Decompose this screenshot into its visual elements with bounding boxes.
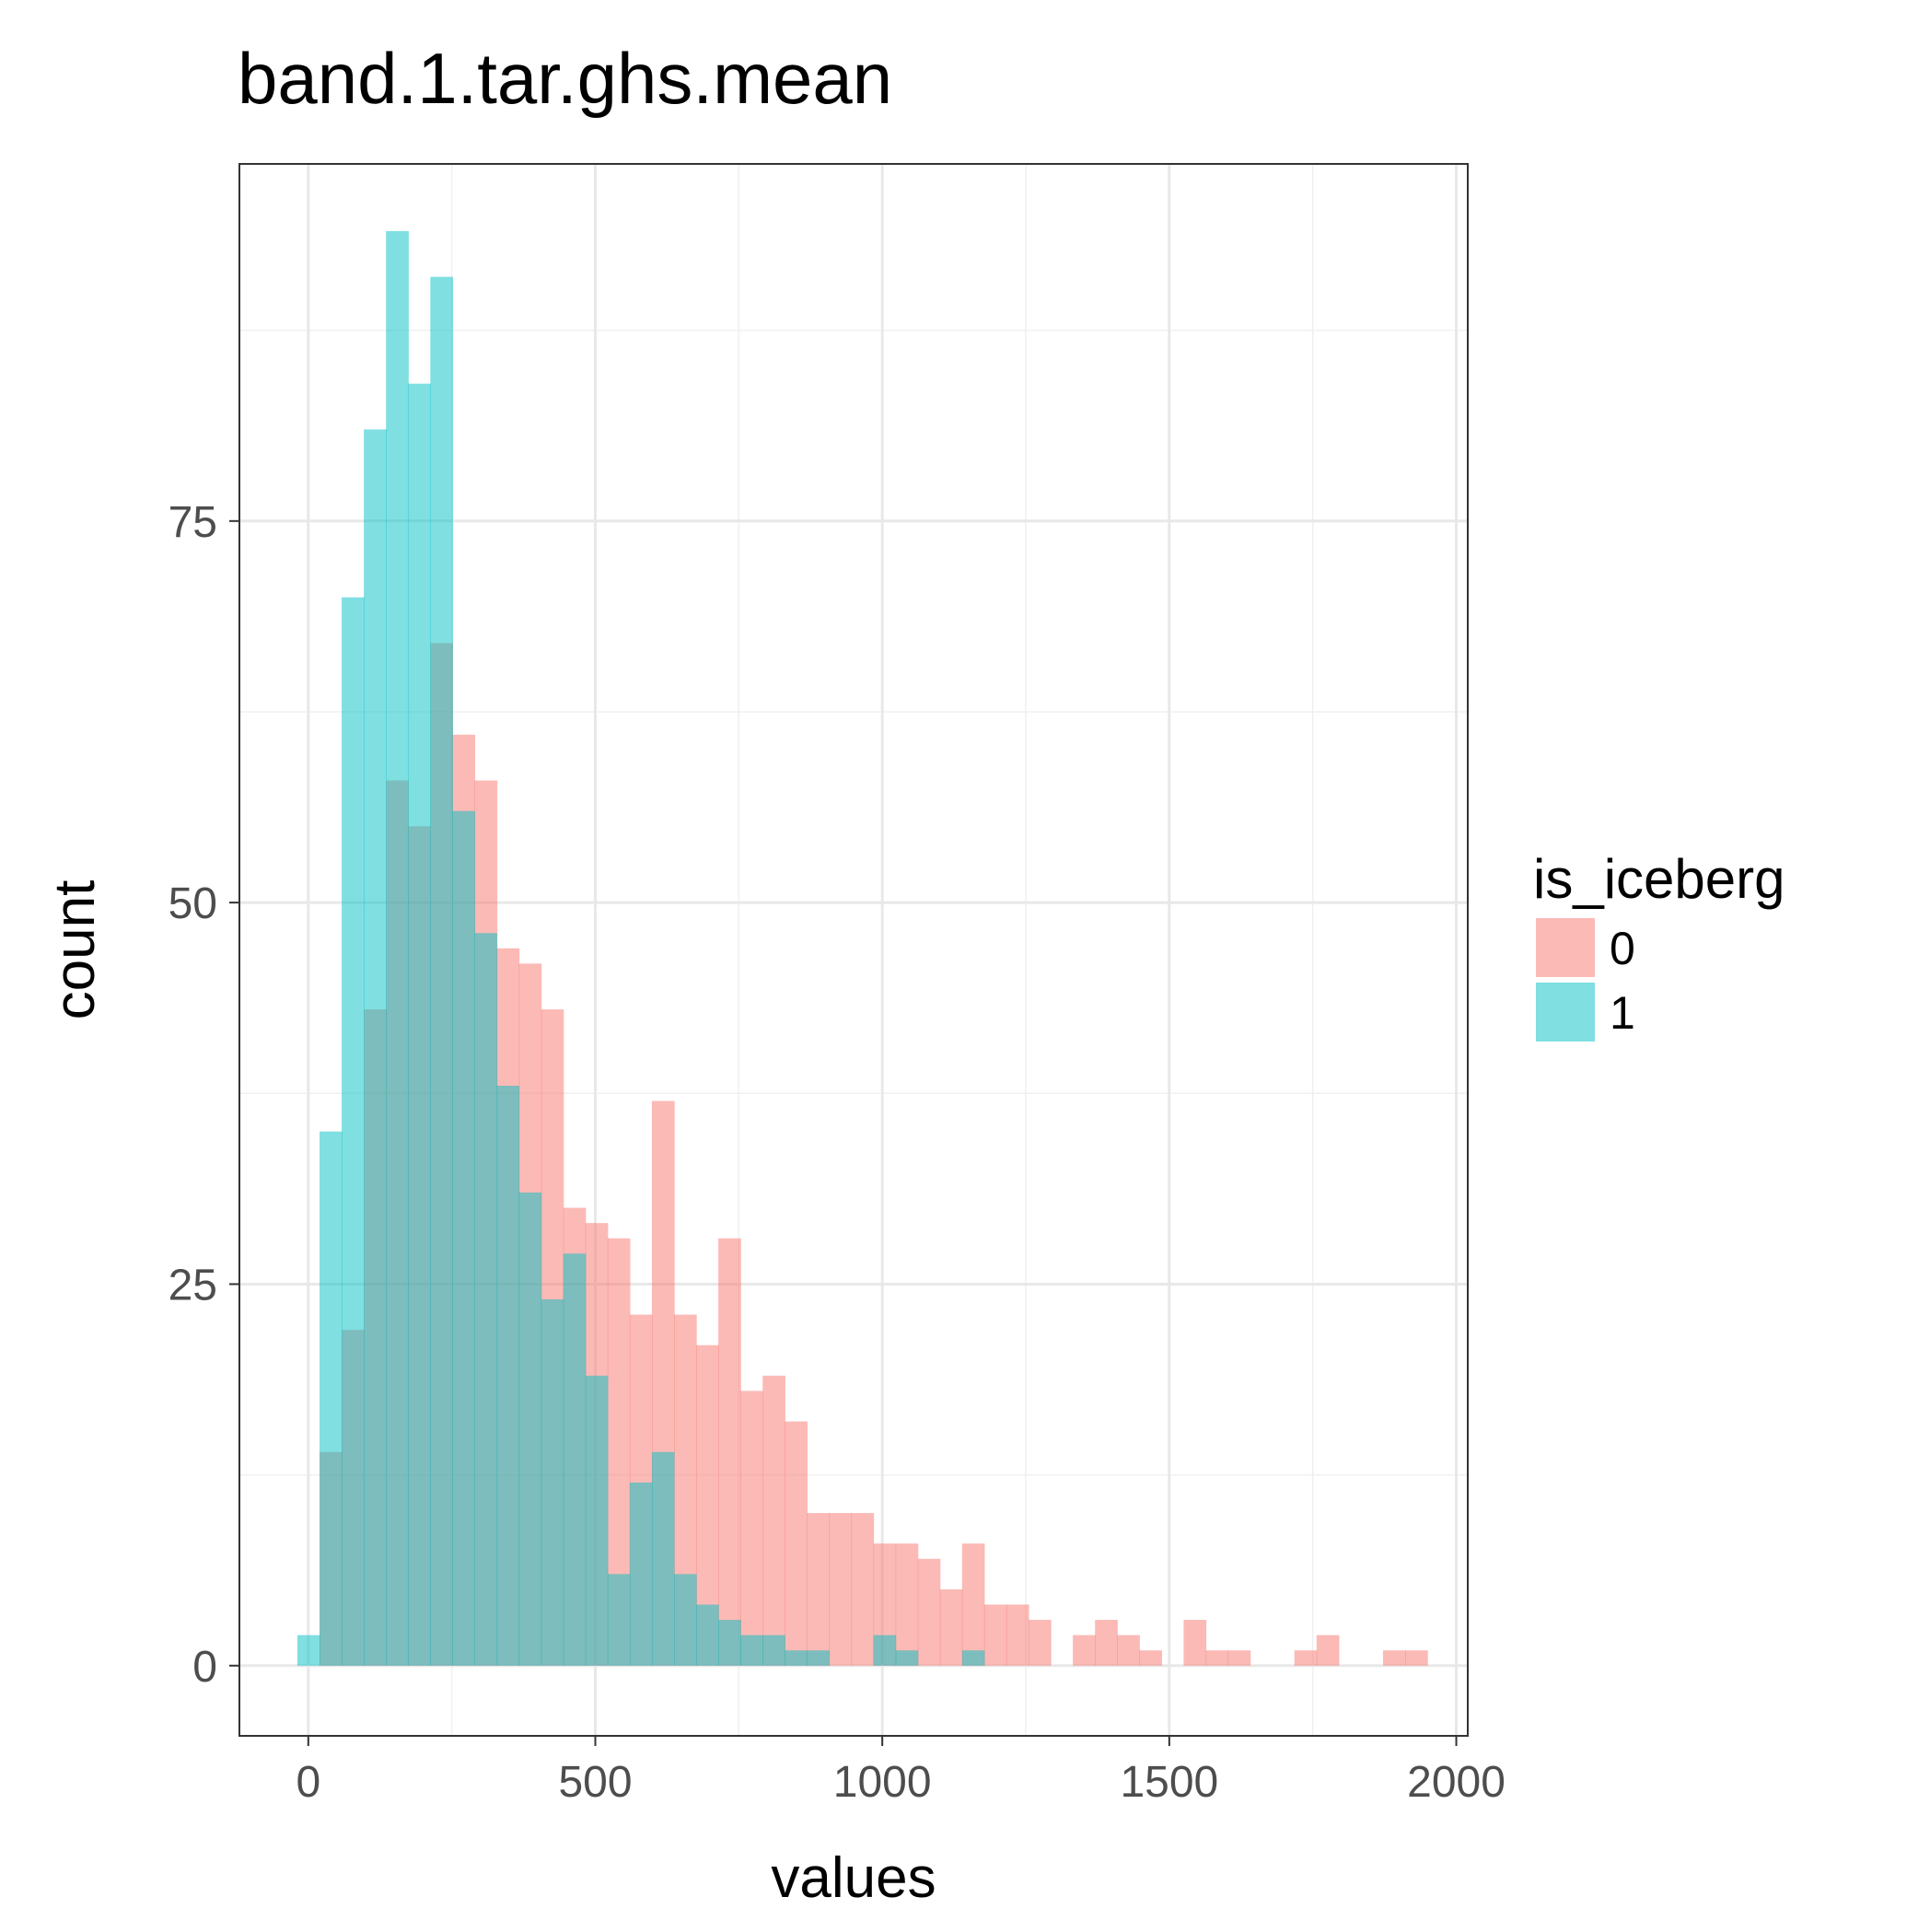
histogram-bar	[364, 429, 387, 1666]
histogram-bar	[696, 1604, 719, 1666]
histogram-bar	[829, 1513, 853, 1666]
histogram-bar	[651, 1451, 675, 1666]
histogram-bar	[1029, 1620, 1052, 1666]
histogram-bar	[408, 383, 431, 1666]
x-tick-label: 500	[558, 1758, 632, 1807]
histogram-bar	[386, 230, 409, 1666]
histogram-bar	[762, 1375, 785, 1666]
histogram-bar	[607, 1574, 631, 1666]
histogram-bar	[585, 1375, 609, 1666]
histogram-bar	[939, 1589, 963, 1666]
histogram-bar	[496, 1085, 520, 1666]
histogram-bar	[1382, 1650, 1406, 1666]
legend-key-0	[1536, 918, 1595, 977]
legend: is_iceberg 0 1	[1533, 848, 1785, 1043]
legend-label-0: 0	[1610, 923, 1635, 974]
histogram-bars	[296, 230, 1428, 1666]
y-tick-label: 75	[169, 498, 217, 547]
histogram-bar	[1405, 1650, 1428, 1666]
histogram-bar	[541, 1299, 564, 1666]
histogram-bar	[1139, 1650, 1162, 1666]
histogram-bar	[718, 1620, 741, 1666]
histogram-bar	[785, 1421, 808, 1666]
histogram-bar	[1294, 1650, 1318, 1666]
histogram-bar	[474, 933, 498, 1666]
histogram-bar	[1227, 1650, 1251, 1666]
y-axis-title: count	[43, 880, 107, 1020]
y-tick-label: 25	[169, 1261, 217, 1309]
histogram-bar	[718, 1238, 741, 1666]
histogram-bar	[917, 1558, 941, 1666]
histogram-bar	[320, 1131, 343, 1666]
legend-key-1	[1536, 983, 1595, 1042]
histogram-bar	[895, 1650, 919, 1666]
x-axis: 0 500 1000 1500 2000	[296, 1736, 1506, 1807]
histogram-bar	[342, 597, 365, 1666]
histogram-bar	[785, 1650, 808, 1666]
histogram-bar	[740, 1391, 763, 1666]
histogram-bar	[983, 1604, 1007, 1666]
y-tick-label: 0	[192, 1643, 217, 1692]
histogram-bar	[1316, 1635, 1340, 1666]
histogram-bar	[629, 1482, 653, 1666]
x-tick-label: 2000	[1407, 1758, 1506, 1807]
histogram-bar	[674, 1574, 697, 1666]
histogram-bar	[430, 276, 453, 1666]
histogram-bar	[1095, 1620, 1118, 1666]
histogram-bar	[762, 1635, 785, 1666]
legend-title: is_iceberg	[1533, 848, 1785, 910]
panel-border	[238, 163, 1469, 1737]
y-axis: 0 25 50 75	[169, 498, 239, 1692]
histogram-bar	[807, 1513, 831, 1666]
legend-label-1: 1	[1610, 987, 1635, 1039]
histogram-bar	[740, 1635, 763, 1666]
x-tick-label: 0	[296, 1758, 320, 1807]
histogram-bar	[873, 1635, 897, 1666]
histogram-bar	[895, 1543, 919, 1666]
histogram-bar	[563, 1253, 587, 1666]
histogram-bar	[296, 1635, 320, 1666]
histogram-bar	[851, 1513, 875, 1666]
chart-title: band.1.tar.ghs.mean	[238, 38, 892, 119]
x-tick-label: 1000	[833, 1758, 932, 1807]
histogram-bar	[961, 1650, 985, 1666]
series-1-bars	[296, 230, 985, 1666]
x-tick-label: 1500	[1120, 1758, 1218, 1807]
y-tick-label: 50	[169, 879, 217, 928]
histogram-bar	[452, 810, 476, 1666]
histogram-bar	[807, 1650, 831, 1666]
histogram-bar	[1205, 1650, 1229, 1666]
histogram-bar	[1183, 1620, 1207, 1666]
histogram-bar	[1006, 1604, 1029, 1666]
histogram-bar	[961, 1543, 985, 1666]
histogram-bar	[1073, 1635, 1096, 1666]
histogram-bar	[518, 1193, 542, 1666]
histogram-bar	[1117, 1635, 1140, 1666]
x-axis-title: values	[771, 1846, 936, 1910]
